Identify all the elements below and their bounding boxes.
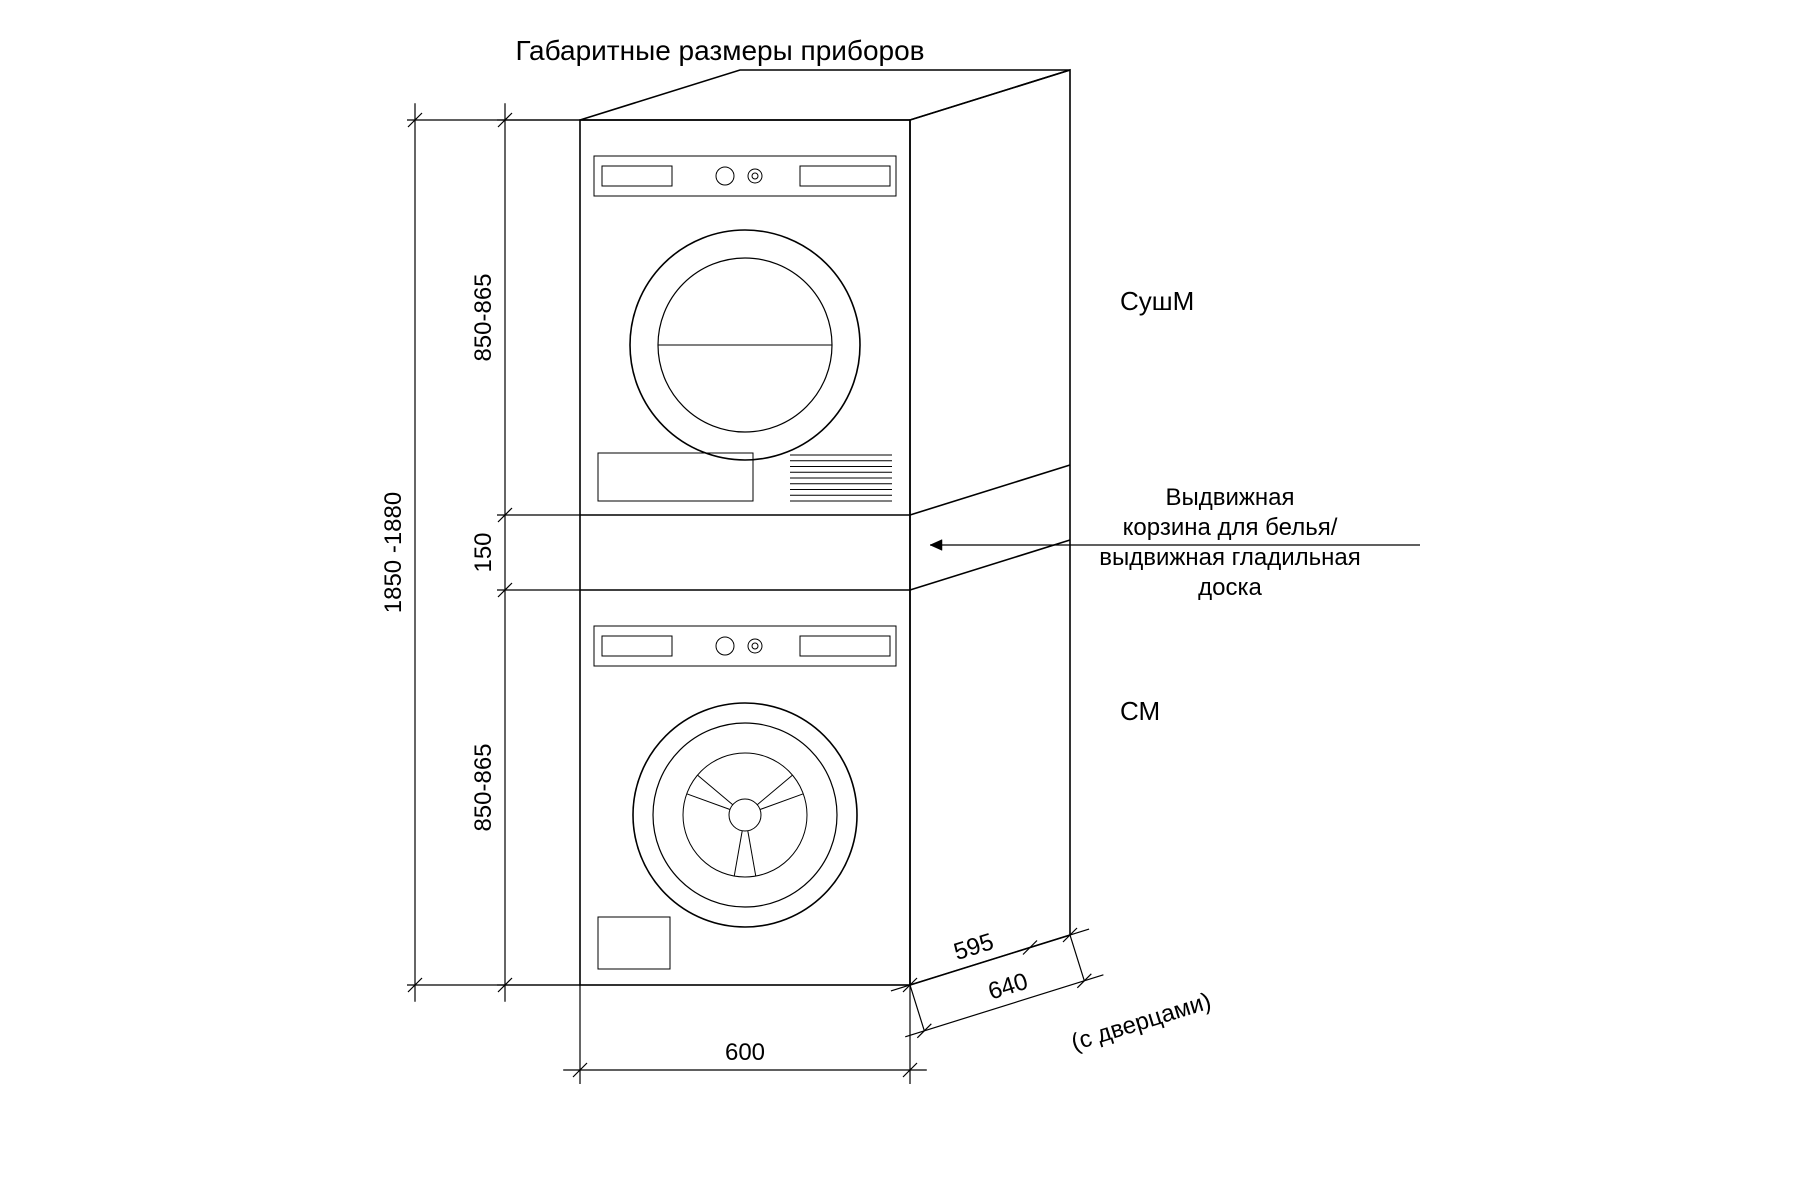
dim-total-height: 1850 -1880 (380, 492, 407, 613)
callout-line3: выдвижная гладильная (1099, 544, 1361, 571)
dim-washer-height: 850-865 (470, 743, 497, 831)
page-title: Габаритные размеры приборов (515, 35, 924, 66)
callout-line4: доска (1198, 574, 1262, 601)
dim-middle-height: 150 (470, 532, 497, 572)
callout-line2: корзина для белья/ (1123, 514, 1338, 541)
label-dryer: СушМ (1120, 286, 1194, 316)
technical-drawing: Габаритные размеры приборов 1850 -1880 850… (0, 0, 1800, 1200)
dim-with-doors: (с дверцами) (1068, 988, 1214, 1057)
front-outline (580, 120, 910, 985)
callout-line1: Выдвижная (1165, 484, 1294, 511)
label-washer: СМ (1120, 696, 1160, 726)
dim-dryer-height: 850-865 (470, 273, 497, 361)
dim-width: 600 (725, 1039, 765, 1066)
